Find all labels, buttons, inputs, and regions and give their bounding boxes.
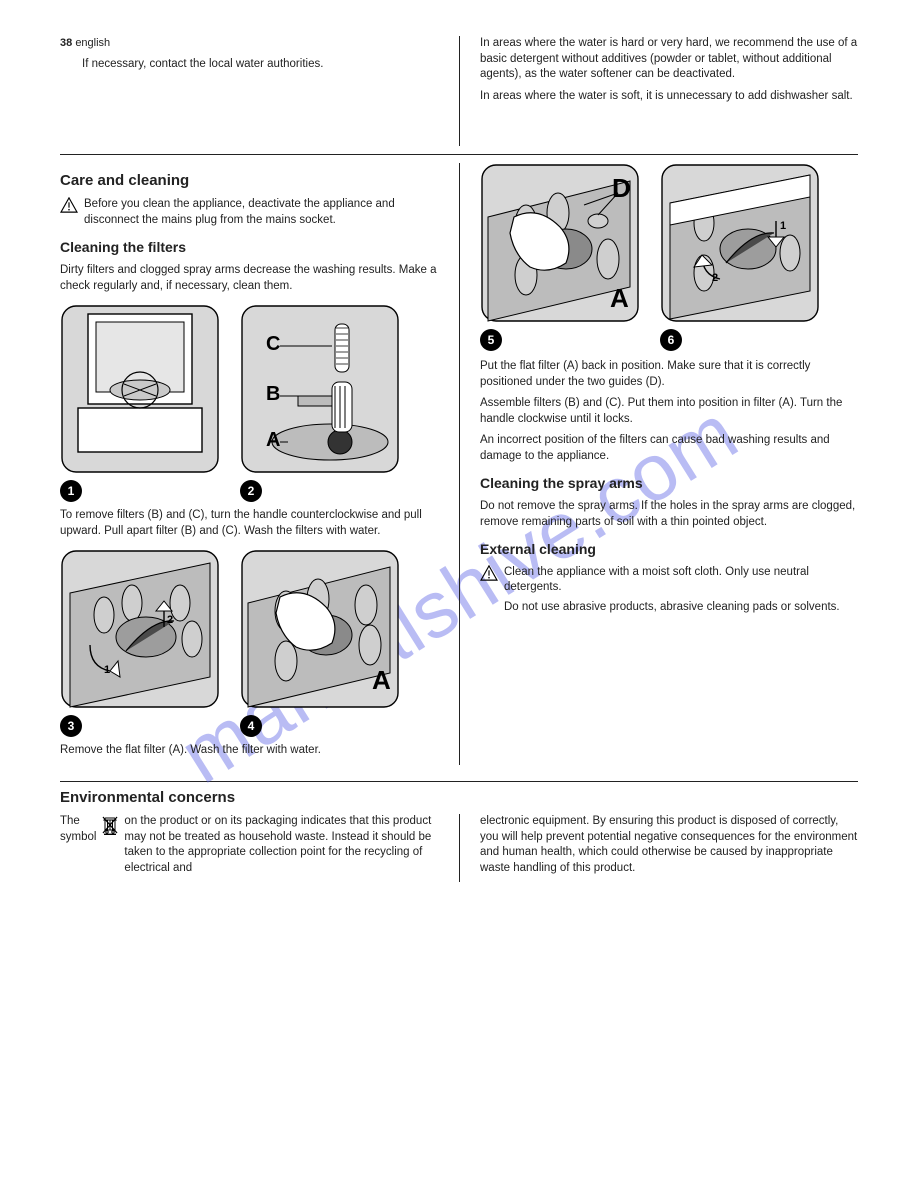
svg-text:A: A <box>372 665 391 695</box>
env-heading: Environmental concerns <box>60 788 858 808</box>
ext-text-1: Clean the appliance with a moist soft cl… <box>504 565 858 596</box>
fig-filter-parts: C B A <box>240 304 400 474</box>
fig-row-2: 1 2 3 <box>60 549 439 737</box>
fig-dishwasher-open <box>60 304 220 474</box>
step-badge-5: 5 <box>480 329 502 351</box>
step-badge-3: 3 <box>60 715 82 737</box>
step6-text: Assemble filters (B) and (C). Put them i… <box>480 396 858 427</box>
warning-icon <box>60 197 78 213</box>
fig-5: D A 5 <box>480 163 640 351</box>
col-left: Care and cleaning Before you clean the a… <box>60 163 459 765</box>
fig-3: 1 2 3 <box>60 549 220 737</box>
fig-row-1: 1 <box>60 304 439 502</box>
svg-text:B: B <box>266 383 280 405</box>
filters-desc: Dirty filters and clogged spray arms dec… <box>60 263 439 294</box>
fig-1: 1 <box>60 304 220 502</box>
wrong-pos-text: An incorrect position of the filters can… <box>480 433 858 464</box>
step-badge-6: 6 <box>660 329 682 351</box>
fig-remove-handle: 1 2 <box>60 549 220 709</box>
step-badge-4: 4 <box>240 715 262 737</box>
env-columns: The symbol on the product or on its pack… <box>60 814 858 882</box>
divider-top <box>60 154 858 155</box>
env-left-post: on the product or on its packaging indic… <box>124 814 439 876</box>
svg-text:A: A <box>266 429 280 451</box>
weee-bin-icon <box>102 815 118 835</box>
care-heading: Care and cleaning <box>60 171 439 191</box>
softener-note-2: In areas where the water is soft, it is … <box>480 89 858 105</box>
page-lang: english <box>75 37 110 49</box>
fig-lock-handle: 1 2 <box>660 163 820 323</box>
step-badge-1: 1 <box>60 480 82 502</box>
warning-icon <box>480 565 498 581</box>
env-right: electronic equipment. By ensuring this p… <box>459 814 858 882</box>
arms-heading: Cleaning the spray arms <box>480 474 858 493</box>
header-left: 38 english If necessary, contact the loc… <box>60 36 459 146</box>
arms-text: Do not remove the spray arms. If the hol… <box>480 499 858 530</box>
col-right: D A 5 <box>459 163 858 765</box>
page-number-value: 38 <box>60 37 72 49</box>
filters-heading: Cleaning the filters <box>60 238 439 257</box>
fig-6: 1 2 6 <box>660 163 820 351</box>
env-left-pre: The symbol <box>60 814 96 845</box>
caution: Before you clean the appliance, deactiva… <box>60 197 439 228</box>
divider-bottom <box>60 781 858 782</box>
svg-text:2: 2 <box>167 614 173 626</box>
ext-text-2: Do not use abrasive products, abrasive c… <box>504 600 858 616</box>
step4-text: Remove the flat filter (A). Wash the fil… <box>60 743 439 759</box>
fig-row-3: D A 5 <box>480 163 858 351</box>
ext-heading: External cleaning <box>480 540 858 559</box>
svg-text:C: C <box>266 333 280 355</box>
manual-page: manualshive.com 38 english If necessary,… <box>0 0 918 1188</box>
svg-text:D: D <box>612 173 631 203</box>
env-left: The symbol on the product or on its pack… <box>60 814 459 882</box>
header-right: In areas where the water is hard or very… <box>459 36 858 146</box>
step-badge-2: 2 <box>240 480 262 502</box>
caution-text: Before you clean the appliance, deactiva… <box>84 197 439 228</box>
fig-insert-flat-filter: D A <box>480 163 640 323</box>
step3-text: To remove filters (B) and (C), turn the … <box>60 508 439 539</box>
env-right-text: electronic equipment. By ensuring this p… <box>480 814 858 876</box>
fig-remove-flat-filter: A <box>240 549 400 709</box>
svg-text:1: 1 <box>780 220 786 232</box>
header-strip: 38 english If necessary, contact the loc… <box>60 36 858 146</box>
step5-text: Put the flat filter (A) back in position… <box>480 359 858 390</box>
softener-note-1: In areas where the water is hard or very… <box>480 36 858 83</box>
svg-text:1: 1 <box>104 664 110 676</box>
svg-text:2: 2 <box>712 272 718 284</box>
fig-2: C B A 2 <box>240 304 400 502</box>
fig-4: A 4 <box>240 549 400 737</box>
ext-caution: Clean the appliance with a moist soft cl… <box>480 565 858 616</box>
page-number-top: 38 english <box>60 36 439 51</box>
hint-text: If necessary, contact the local water au… <box>60 57 439 73</box>
svg-text:A: A <box>610 283 629 313</box>
main-columns: Care and cleaning Before you clean the a… <box>60 163 858 765</box>
